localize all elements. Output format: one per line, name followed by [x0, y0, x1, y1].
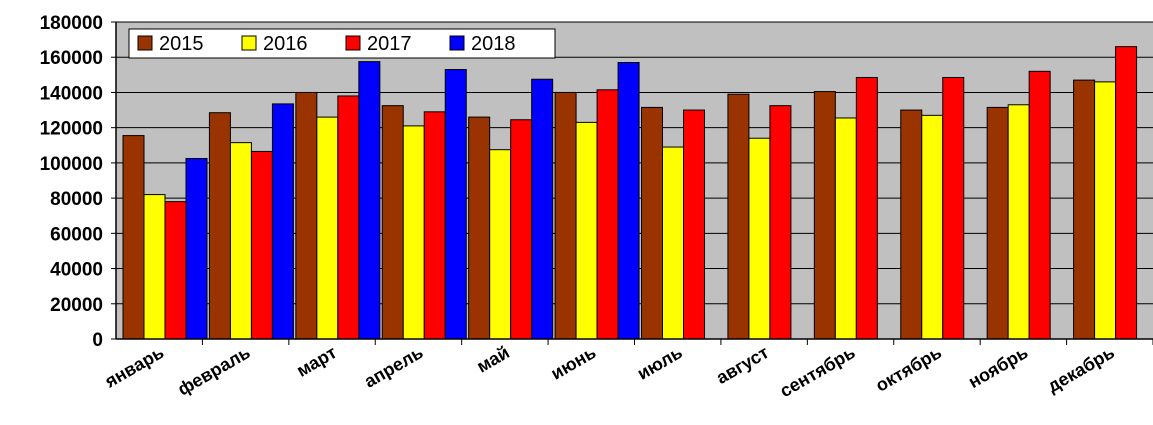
bar-2015-7	[727, 93, 750, 340]
legend-swatch	[449, 35, 465, 51]
y-tick-label: 20000	[50, 295, 103, 316]
bar-2015-6	[641, 106, 663, 340]
bar-2018-3	[444, 69, 467, 340]
bar-2016-1	[229, 142, 252, 340]
legend-label: 2017	[367, 33, 412, 55]
y-axis-ticks: 0 20000 40000 60000 80000 100000 120000 140000 1…	[40, 13, 116, 351]
legend: 2015 2016 2017 2018	[128, 28, 556, 59]
bar-2015-9	[900, 109, 923, 340]
legend-box	[128, 28, 556, 59]
x-axis-categories: январь февраль март апрель май июнь июль август…	[101, 339, 1153, 401]
bar-2015-3	[381, 105, 404, 340]
bar-2016-5	[575, 121, 598, 340]
bar-2017-4	[510, 119, 533, 340]
legend-swatch	[345, 35, 361, 51]
bar-2018-0	[185, 157, 208, 340]
y-tick-label: 180000	[40, 13, 103, 34]
legend-swatch	[137, 35, 153, 51]
x-category-label: июнь	[547, 342, 599, 384]
bar-2017-9	[942, 76, 965, 340]
bar-2017-7	[769, 105, 792, 340]
bar-2015-5	[554, 91, 577, 340]
bar-2015-0	[122, 135, 145, 340]
bar-2017-5	[596, 89, 619, 340]
legend-swatch	[241, 35, 257, 51]
bar-2017-2	[337, 95, 360, 340]
bar-2015-2	[295, 91, 318, 340]
bar-2016-9	[921, 114, 944, 340]
x-category-label: декабрь	[1044, 342, 1118, 396]
bar-2016-4	[489, 149, 512, 340]
bar-2016-2	[316, 116, 339, 340]
bar-2016-6	[662, 146, 684, 340]
x-category-label: июль	[634, 342, 686, 384]
bar-2016-8	[834, 117, 857, 340]
bar-2016-11	[1094, 81, 1117, 340]
bar-2017-0	[164, 201, 187, 340]
legend-label: 2018	[471, 33, 516, 55]
y-tick-label: 160000	[40, 48, 103, 69]
bar-2015-11	[1073, 79, 1096, 340]
legend-label: 2016	[263, 33, 308, 55]
y-tick-label: 60000	[50, 224, 103, 245]
x-category-label: февраль	[174, 342, 253, 399]
bar-2016-10	[1007, 104, 1030, 340]
y-tick-label: 80000	[50, 189, 103, 210]
bar-2017-6	[683, 109, 705, 340]
y-tick-label: 120000	[40, 119, 103, 140]
x-category-label: ноябрь	[965, 342, 1032, 392]
bar-2016-7	[748, 137, 771, 340]
bar-2018-5	[617, 62, 640, 340]
bar-2016-3	[402, 125, 425, 340]
y-tick-label: 40000	[50, 260, 103, 281]
bar-2017-3	[423, 111, 446, 340]
bar-2018-4	[531, 78, 554, 340]
bar-2015-10	[986, 106, 1009, 340]
bar-2017-11	[1115, 46, 1138, 340]
bar-2018-2	[358, 61, 381, 340]
bar-2017-10	[1028, 70, 1051, 340]
legend-label: 2015	[159, 33, 204, 55]
bar-2015-4	[468, 116, 491, 340]
bar-2016-0	[143, 194, 166, 340]
bar-2015-8	[813, 91, 836, 340]
x-category-label: март	[293, 342, 340, 381]
y-tick-label: 140000	[40, 83, 103, 104]
bar-2017-1	[250, 150, 273, 340]
bar-2017-8	[855, 76, 878, 340]
x-category-label: октябрь	[872, 342, 945, 396]
x-category-label: январь	[101, 342, 168, 392]
bar-2015-1	[208, 112, 231, 340]
bar-2018-1	[271, 103, 294, 340]
y-tick-label: 100000	[40, 154, 103, 175]
y-tick-label: 0	[92, 330, 103, 351]
x-category-label: май	[473, 342, 513, 376]
x-category-label: апрель	[361, 342, 427, 392]
x-category-label: август	[713, 342, 772, 388]
x-category-label: сентябрь	[776, 342, 858, 401]
